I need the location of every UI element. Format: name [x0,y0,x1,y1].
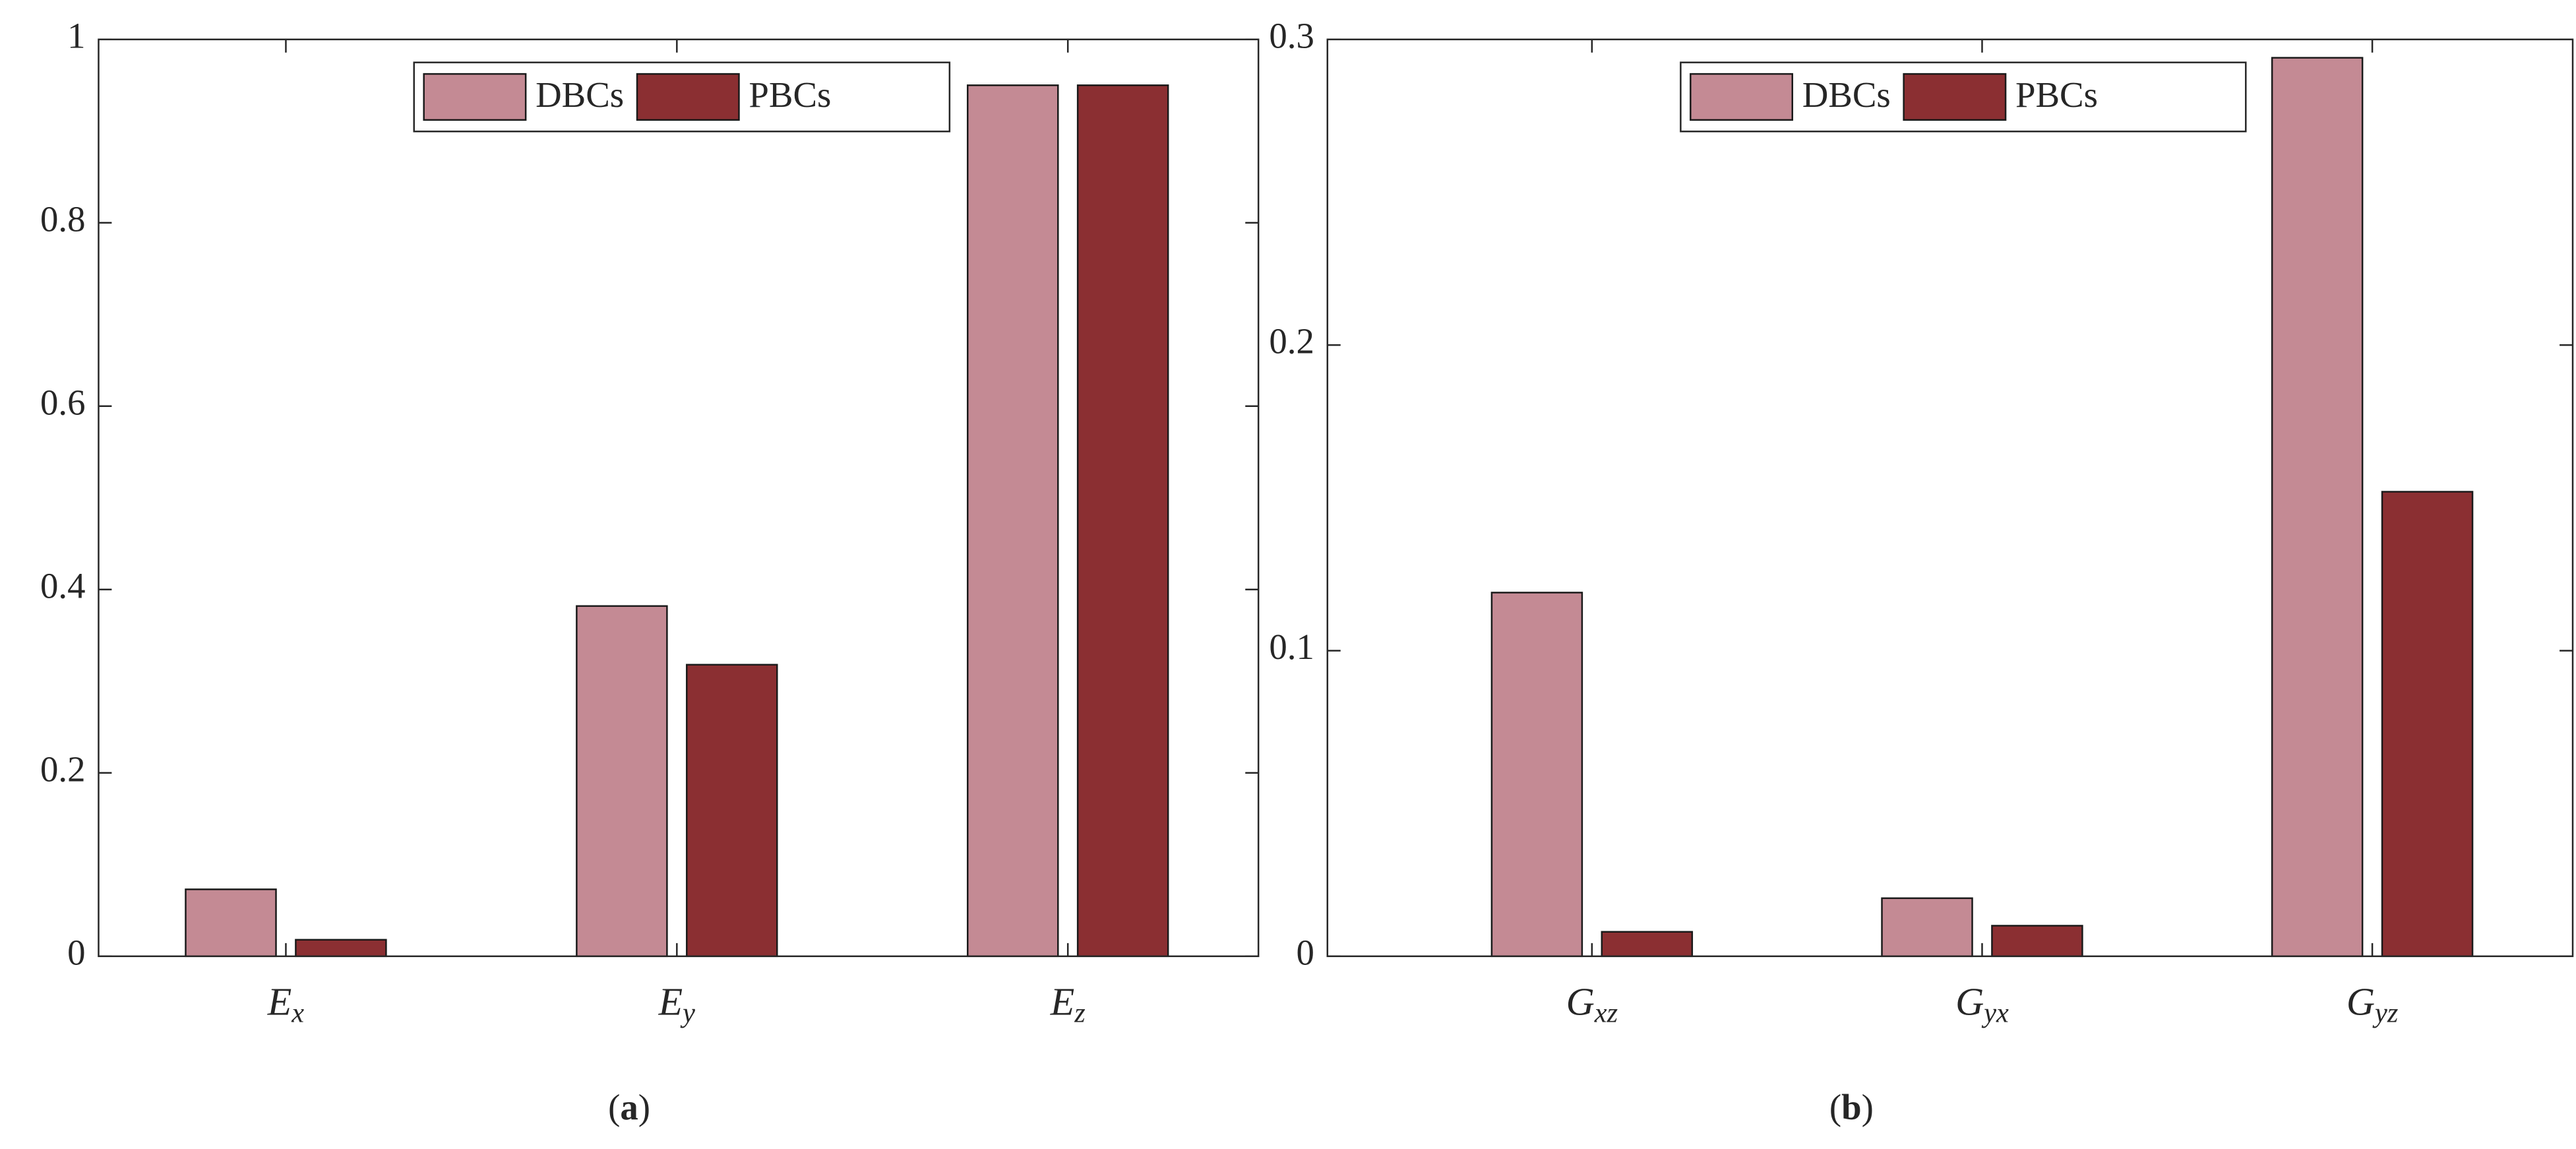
y-tick-label: 1 [67,15,85,55]
bar [1991,925,2083,958]
bar [1881,897,1973,958]
y-tick-label: 0.4 [40,565,85,606]
legend-label: DBCs [1802,75,1891,115]
bar [2381,491,2474,958]
y-tick-label: 0 [67,932,85,972]
bar [185,888,277,958]
bar [1076,84,1169,958]
axes-box [98,38,1260,958]
bar [1490,592,1583,958]
legend-swatch [423,73,527,121]
y-tick-label: 0.2 [1269,321,1314,361]
legend-swatch [1903,73,2007,121]
bar [576,605,668,958]
y-tick-label: 0.8 [40,199,85,239]
bar [686,664,778,958]
x-tick-label: Ex [267,979,305,1028]
bar [295,939,387,958]
y-tick-label: 0 [1296,932,1314,972]
x-tick-label: Gyz [2346,979,2398,1028]
y-tick-label: 0.2 [40,749,85,789]
legend-swatch [1690,73,1794,121]
x-tick-label: Gxz [1566,979,1618,1028]
y-tick-label: 0.6 [40,382,85,422]
x-tick-label: Gyx [1955,979,2009,1028]
x-tick-label: Ez [1050,979,1086,1028]
legend-label: DBCs [536,75,624,115]
y-tick-label: 0.3 [1269,15,1314,55]
caption: (b) [1829,1087,1874,1127]
bar [2271,57,2364,958]
axes-box [1326,38,2574,958]
legend-label: PBCs [2015,75,2098,115]
bar [1601,931,1694,958]
bar [966,84,1059,958]
legend-label: PBCs [749,75,831,115]
caption: (a) [608,1087,650,1127]
y-tick-label: 0.1 [1269,627,1314,667]
legend-swatch [636,73,740,121]
x-tick-label: Ey [658,979,696,1028]
